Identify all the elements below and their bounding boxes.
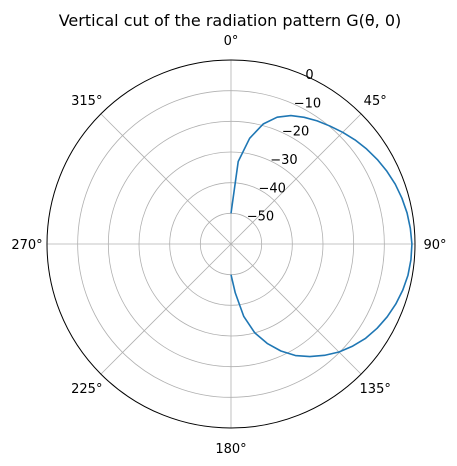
- angular-tick-label: 315°: [71, 94, 102, 109]
- angular-gridline: [100, 113, 232, 245]
- spine-layer: [46, 59, 416, 429]
- polar-spine: [46, 59, 416, 429]
- radial-tick-label: −10: [294, 96, 321, 111]
- series-line: [230, 114, 413, 358]
- title-group: Vertical cut of the radiation pattern G(…: [59, 11, 402, 30]
- radial-tick-label: −40: [259, 181, 286, 196]
- radial-tick-label: −30: [270, 153, 297, 168]
- angular-tick-label: 270°: [11, 238, 42, 253]
- radial-tick-label: 0: [305, 68, 313, 83]
- angular-gridline: [100, 243, 232, 375]
- grid-layer: [47, 60, 415, 428]
- angular-tick-label: 45°: [364, 94, 387, 109]
- chart-title: Vertical cut of the radiation pattern G(…: [59, 11, 402, 30]
- angular-gridline: [230, 113, 362, 245]
- radial-tick-label: −50: [247, 210, 274, 225]
- label-layer: 0° 45° 90° 135° 180° 225° 270° 315° −50 −40 −30 −20…: [11, 34, 446, 457]
- series-layer: [230, 114, 413, 358]
- radial-tick-label: −20: [282, 125, 309, 140]
- angular-tick-label: 180°: [215, 442, 246, 457]
- angular-tick-label: 225°: [71, 382, 102, 397]
- angular-tick-label: 0°: [224, 34, 239, 49]
- angular-tick-label: 135°: [360, 382, 391, 397]
- angular-tick-label: 90°: [423, 238, 446, 253]
- angular-gridline: [230, 243, 362, 375]
